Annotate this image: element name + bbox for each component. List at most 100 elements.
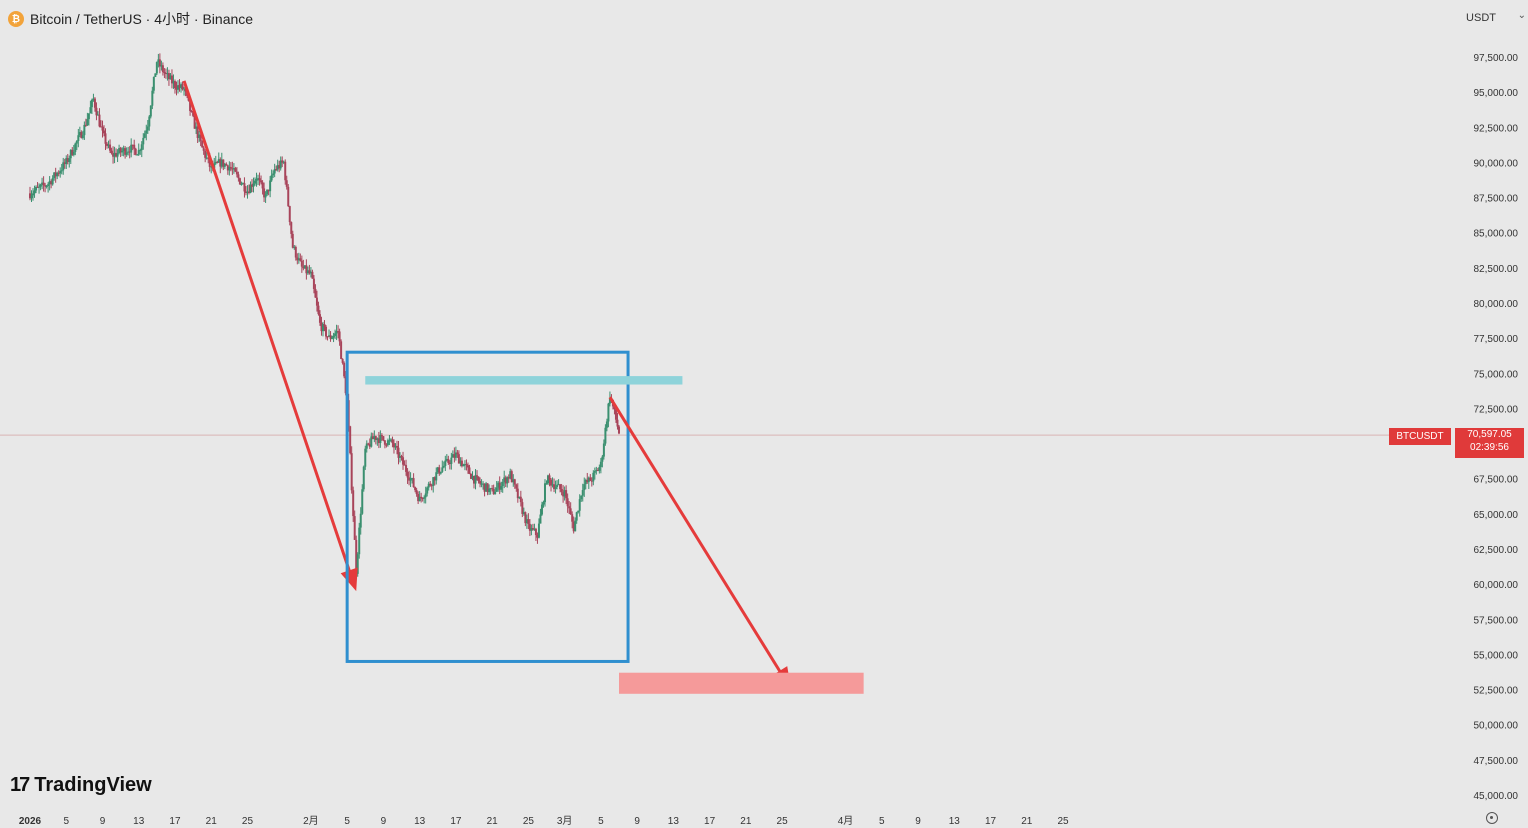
candle-body	[335, 331, 338, 334]
candle-body	[350, 453, 353, 491]
time-tick-label: 5	[598, 816, 604, 827]
time-tick-label: 17	[169, 816, 181, 827]
time-axis[interactable]: 2026 5 9 13 17 21 25 2月 5 9 13 17 21 25 3月 5 9 13 17 21 25 4月…	[19, 815, 1069, 827]
candle-body	[99, 126, 102, 128]
candle-body	[408, 477, 411, 481]
time-tick-label: 13	[414, 816, 426, 827]
time-tick-label: 13	[133, 816, 145, 827]
candle-body	[347, 400, 350, 427]
candle-body	[460, 460, 463, 467]
candle-body	[468, 467, 471, 474]
price-tick-label: 95,000.00	[1474, 88, 1519, 99]
candle-body	[337, 331, 340, 333]
candle-body	[235, 171, 238, 175]
candle-body	[306, 270, 309, 274]
candle-body	[451, 454, 454, 458]
candle-body	[320, 322, 323, 332]
candle-body	[104, 133, 107, 144]
candle-body	[183, 88, 186, 90]
candle-body	[575, 512, 578, 521]
candle-body	[62, 162, 65, 171]
candle-body	[297, 258, 300, 261]
resistance-band	[365, 376, 683, 385]
candle-body	[592, 472, 595, 482]
settings-icon[interactable]	[1486, 812, 1498, 824]
candle-body	[590, 480, 593, 482]
candle-body	[580, 495, 583, 500]
candle-body	[199, 134, 202, 141]
candle-body	[118, 148, 121, 154]
candle-body	[540, 504, 543, 515]
currency-label[interactable]: USDT	[1466, 12, 1496, 24]
candle-body	[225, 163, 228, 166]
candle-body	[109, 144, 112, 151]
candle-body	[205, 157, 208, 159]
candle-body	[442, 465, 445, 468]
candle-body	[57, 172, 60, 174]
candle-body	[241, 183, 244, 185]
candle-body	[143, 133, 146, 138]
candle-body	[216, 161, 219, 163]
current-price-value: 70,597.05	[1467, 429, 1512, 440]
price-tick-label: 67,500.00	[1474, 475, 1519, 486]
time-tick-label: 17	[450, 816, 462, 827]
candle-body	[469, 473, 472, 479]
candle-body	[554, 487, 557, 490]
time-tick-label: 21	[487, 816, 499, 827]
tradingview-logo[interactable]: 17 TradingView	[10, 774, 152, 797]
candle-body	[371, 436, 374, 440]
candle-body	[332, 335, 335, 338]
candle-body	[121, 151, 124, 153]
price-tick-label: 72,500.00	[1474, 404, 1519, 415]
candle-body	[438, 467, 441, 474]
candle-body	[454, 452, 457, 458]
candle-body	[411, 478, 414, 480]
candle-body	[267, 189, 270, 192]
candle-body	[255, 178, 258, 181]
candle-body	[344, 376, 347, 394]
candle-body	[124, 148, 127, 155]
candle-body	[562, 491, 565, 497]
candle-body	[127, 151, 130, 153]
candle-body	[202, 147, 205, 151]
candle-body	[574, 520, 577, 532]
price-axis[interactable]: 97,500.00 95,000.00 92,500.00 90,000.00 87,5…	[1474, 53, 1519, 802]
candle-body	[178, 85, 181, 88]
candle-body	[495, 487, 498, 492]
candle-body	[516, 488, 519, 499]
candle-body	[93, 98, 96, 108]
candle-body	[427, 483, 430, 488]
candle-body	[160, 65, 163, 67]
symbol-title[interactable]: Bitcoin / TetherUS · 4小时 · Binance	[30, 11, 254, 27]
candle-body	[489, 488, 492, 490]
candle-body	[556, 484, 559, 488]
candle-body	[548, 475, 551, 480]
candle-body	[383, 440, 386, 445]
candle-body	[204, 150, 207, 158]
price-tick-label: 80,000.00	[1474, 299, 1519, 310]
candle-body	[403, 464, 406, 466]
chevron-down-icon[interactable]: ⌄	[1517, 10, 1526, 21]
candle-body	[189, 100, 192, 111]
candle-body	[77, 135, 80, 142]
candle-body	[257, 178, 260, 180]
time-tick-label: 25	[777, 816, 789, 827]
candle-body	[47, 184, 50, 186]
candle-body	[252, 183, 255, 187]
candle-body	[365, 443, 368, 449]
time-tick-label: 21	[206, 816, 218, 827]
candle-body	[370, 436, 373, 447]
candle-body	[68, 158, 71, 162]
candle-body	[340, 341, 343, 359]
time-tick-label: 5	[344, 816, 350, 827]
candle-body	[602, 443, 605, 457]
candle-body	[238, 178, 241, 185]
candle-body	[311, 271, 314, 279]
bar-countdown: 02:39:56	[1470, 442, 1509, 453]
time-tick-label: 9	[634, 816, 640, 827]
time-tick-label: 21	[1021, 816, 1033, 827]
price-tick-label: 85,000.00	[1474, 229, 1519, 240]
candle-body	[402, 457, 405, 465]
candle-body	[48, 181, 51, 185]
